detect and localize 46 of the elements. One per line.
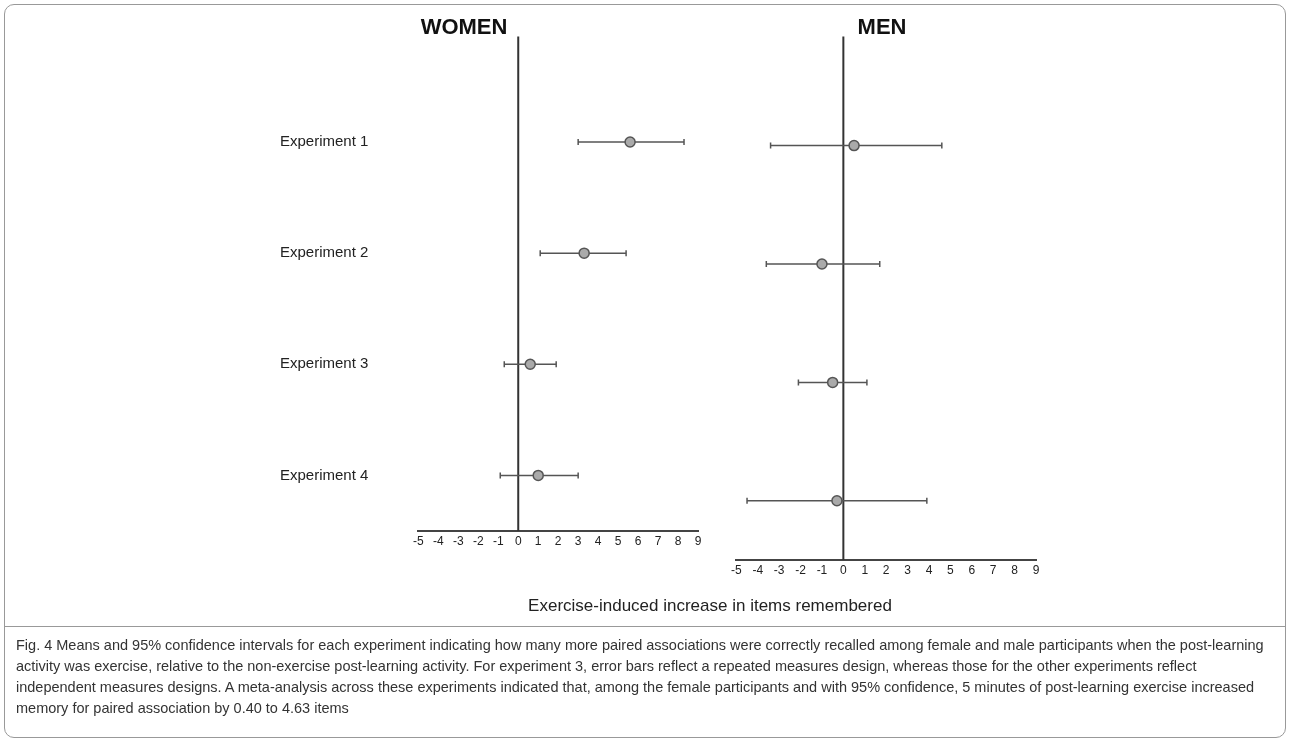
- x-tick-label: 6: [634, 533, 642, 548]
- x-tick-label: -2: [472, 533, 484, 548]
- x-tick-label: 7: [654, 533, 662, 548]
- x-tick-label: -1: [492, 533, 504, 548]
- x-tick-label: 9: [694, 533, 702, 548]
- point: [624, 136, 636, 148]
- x-tick-label: 5: [614, 533, 622, 548]
- point: [524, 358, 536, 371]
- point: [532, 469, 544, 482]
- y-tick-label: Experiment 4: [280, 465, 369, 483]
- x-tick-label: 1: [534, 533, 542, 548]
- x-tick-label: 7: [989, 562, 997, 577]
- x-tick-label: -3: [452, 533, 464, 548]
- x-tick-label: 2: [554, 533, 562, 548]
- x-tick-label: -1: [816, 562, 828, 577]
- point: [831, 495, 843, 507]
- y-tick-label: Experiment 3: [280, 354, 369, 372]
- x-tick-label: -2: [795, 562, 807, 577]
- x-tick-label: 0: [514, 533, 522, 548]
- x-tick-label: -4: [433, 533, 445, 548]
- x-tick-label: 5: [947, 562, 955, 577]
- x-tick-label: 1: [861, 562, 869, 577]
- x-tick-label: -3: [773, 562, 785, 577]
- point: [816, 258, 828, 270]
- x-tick-label: 4: [594, 533, 602, 548]
- x-tick-label: -5: [731, 562, 742, 577]
- point: [826, 376, 839, 389]
- x-axis-title: Exercise-induced increase in items remembered: [527, 596, 893, 616]
- x-tick-label: 8: [674, 533, 682, 548]
- point: [848, 139, 860, 152]
- x-tick-label: 4: [925, 562, 933, 577]
- x-tick-label: 3: [574, 533, 582, 548]
- x-tick-label: 6: [968, 562, 976, 577]
- chart-title: WOMEN: [420, 14, 508, 40]
- y-tick-label: Experiment 2: [280, 243, 369, 261]
- x-tick-label: -5: [413, 533, 425, 548]
- x-tick-label: 8: [1011, 562, 1019, 577]
- caption: Fig. 4 Means and 95% confidence intervals for each experiment indicating how many more paired associations were correctly recalled among female and male participants when the post-learning activity was exercise, relative to the non-exercise post-learning activity. For experiment 3, error bars reflect a repeated measures design, whereas those for the other experiments reflect independent measures designs. A meta-analysis across these experiments indicated that, among the female participants and with 95% confidence, 5 minutes of post-learning exercise increased memory for paired association by 0.40 to 4.63 items: [4, 626, 1286, 727]
- x-tick-label: 9: [1032, 562, 1040, 577]
- chart-title: MEN: [857, 14, 907, 40]
- point: [578, 247, 590, 259]
- x-tick-label: 0: [840, 562, 848, 577]
- x-tick-label: 2: [882, 562, 890, 577]
- x-tick-label: 3: [904, 562, 912, 577]
- y-tick-label: Experiment 1: [280, 132, 369, 150]
- x-tick-label: -4: [752, 562, 764, 577]
